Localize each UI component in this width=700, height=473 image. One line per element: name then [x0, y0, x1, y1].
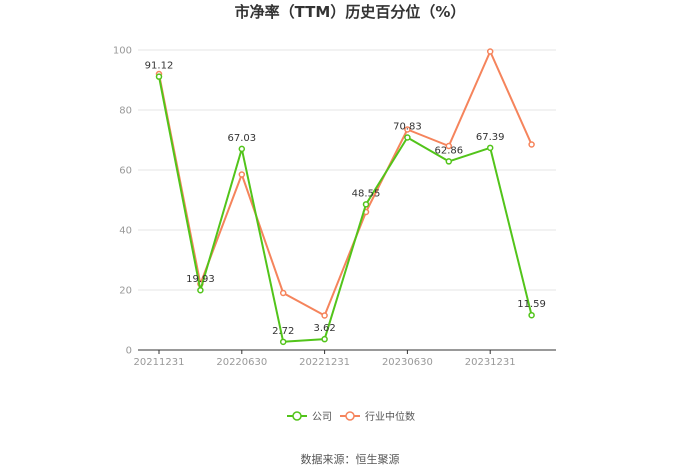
- data-point-company: [404, 134, 411, 141]
- data-point-company: [321, 335, 328, 343]
- series-lines: [155, 48, 535, 346]
- data-label: 67.39: [476, 132, 505, 143]
- x-tick-label: 20231231: [465, 357, 516, 368]
- legend-item-industry[interactable]: 行业中位数: [340, 410, 415, 423]
- legend-marker-company: [292, 411, 302, 421]
- data-label: 70.83: [393, 122, 422, 133]
- y-tick-label: 20: [119, 286, 132, 297]
- data-labels: 91.12 19.93 67.03 2.72 3.62 48.55 70.83 62.86 67…: [145, 61, 546, 337]
- data-point-company: [528, 311, 535, 319]
- x-tick-label: 20230630: [382, 357, 433, 368]
- x-tick-label: 20220630: [216, 357, 267, 368]
- data-label: 62.86: [434, 145, 463, 156]
- data-point-company: [155, 73, 163, 80]
- data-point-company: [445, 158, 453, 165]
- data-label: 19.93: [186, 274, 215, 285]
- grid-lines: [138, 49, 556, 291]
- data-point-company: [486, 144, 494, 152]
- legend-label-industry: 行业中位数: [365, 410, 415, 423]
- data-label: 11.59: [517, 299, 546, 310]
- y-tick-label: 80: [119, 106, 132, 117]
- y-tick-label: 60: [119, 166, 132, 177]
- data-point-industry: [528, 141, 535, 148]
- x-tick-label: 20211231: [134, 357, 185, 368]
- data-point-company: [197, 286, 204, 294]
- x-tick-label: 20221231: [299, 357, 350, 368]
- data-label: 91.12: [145, 61, 174, 72]
- data-label: 48.55: [352, 188, 381, 199]
- y-tick-label: 0: [126, 346, 132, 357]
- legend: 公司 行业中位数: [287, 410, 415, 423]
- legend-marker-industry: [345, 411, 355, 421]
- data-label: 67.03: [227, 133, 256, 144]
- y-tick-label: 40: [119, 226, 132, 237]
- series-line-industry: [158, 50, 533, 317]
- data-label: 2.72: [272, 326, 294, 337]
- y-tick-label: 100: [113, 46, 132, 57]
- data-point-industry: [321, 312, 328, 319]
- data-point-company: [362, 201, 370, 208]
- data-point-industry: [445, 142, 453, 150]
- chart-title: 市净率（TTM）历史百分位（%）: [235, 3, 466, 21]
- data-point-company: [279, 338, 287, 346]
- series-line-company: [158, 76, 533, 343]
- data-point-company: [238, 145, 246, 153]
- axes: 0 20 40 60 80 100 20211231 20220630 20221231 2023…: [113, 46, 556, 368]
- data-point-industry: [486, 48, 494, 55]
- data-point-industry: [279, 289, 287, 297]
- legend-item-company[interactable]: 公司: [287, 411, 332, 423]
- data-label: 3.62: [313, 323, 335, 334]
- data-point-industry: [238, 171, 246, 178]
- legend-label-company: 公司: [312, 412, 332, 423]
- data-point-industry: [404, 126, 411, 133]
- data-source: 数据来源：恒生聚源: [301, 452, 400, 466]
